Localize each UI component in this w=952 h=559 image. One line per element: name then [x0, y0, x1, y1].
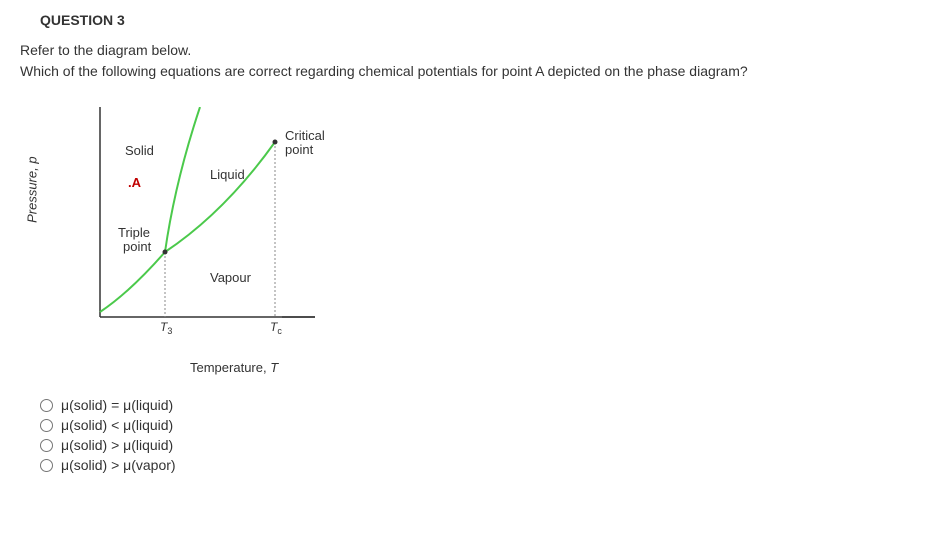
question-line1: Refer to the diagram below. — [20, 42, 191, 58]
option-2[interactable]: μ(solid) < μ(liquid) — [40, 417, 932, 433]
critical-point-label: Critical point — [285, 128, 328, 157]
liquid-label: Liquid — [210, 167, 245, 182]
option-4[interactable]: μ(solid) > μ(vapor) — [40, 457, 932, 473]
option-4-radio[interactable] — [40, 459, 53, 472]
t3-tick: T3 — [160, 320, 172, 336]
question-text: Refer to the diagram below. Which of the… — [20, 40, 932, 82]
option-3-radio[interactable] — [40, 439, 53, 452]
chart-svg: Solid Liquid Vapour .A Triple point Crit… — [70, 107, 350, 342]
answer-options: μ(solid) = μ(liquid) μ(solid) < μ(liquid… — [40, 397, 932, 473]
option-1[interactable]: μ(solid) = μ(liquid) — [40, 397, 932, 413]
option-2-radio[interactable] — [40, 419, 53, 432]
option-1-radio[interactable] — [40, 399, 53, 412]
question-line2: Which of the following equations are cor… — [20, 63, 748, 79]
x-axis-label: Temperature, T — [190, 360, 278, 375]
option-3[interactable]: μ(solid) > μ(liquid) — [40, 437, 932, 453]
option-4-label: μ(solid) > μ(vapor) — [61, 457, 176, 473]
critical-point-dot — [273, 140, 278, 145]
option-3-label: μ(solid) > μ(liquid) — [61, 437, 173, 453]
vapour-label: Vapour — [210, 270, 252, 285]
sublimation-curve — [100, 252, 165, 312]
option-1-label: μ(solid) = μ(liquid) — [61, 397, 173, 413]
phase-diagram: Pressure, p Solid Liquid Vapour .A Tripl… — [40, 107, 360, 377]
question-number: QUESTION 3 — [40, 12, 932, 28]
y-axis-label: Pressure, p — [25, 156, 40, 223]
vaporization-curve — [165, 142, 275, 252]
solid-label: Solid — [125, 143, 154, 158]
triple-point-dot — [163, 250, 168, 255]
point-a: .A — [128, 175, 142, 190]
triple-point-label: Triple point — [118, 225, 154, 254]
option-2-label: μ(solid) < μ(liquid) — [61, 417, 173, 433]
tc-tick: Tc — [270, 320, 282, 336]
